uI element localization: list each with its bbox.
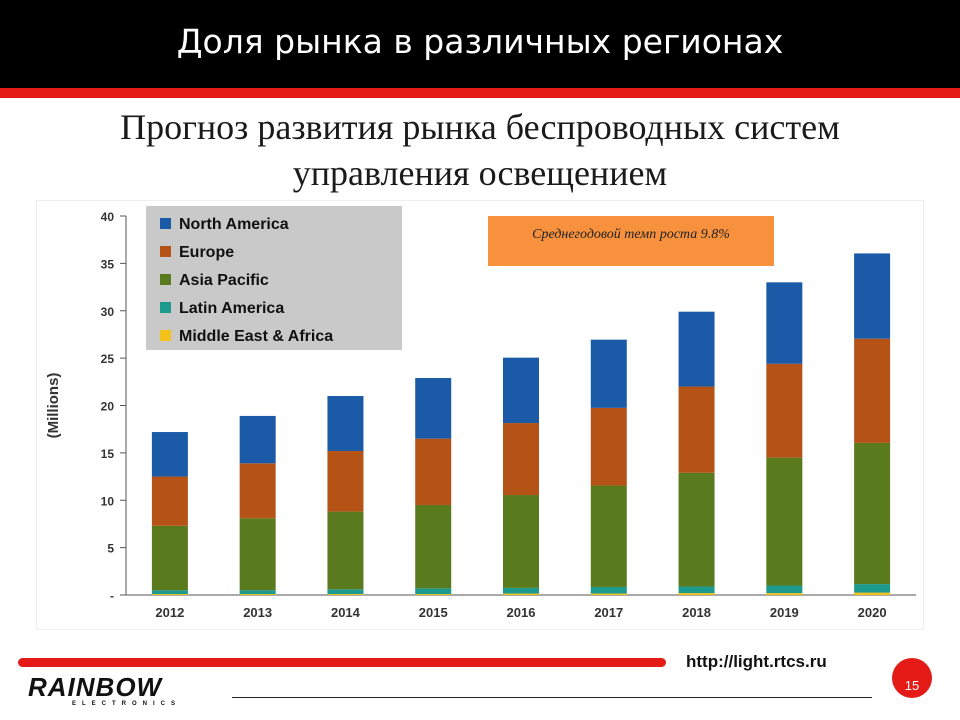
y-tick-label: 20 <box>101 400 115 414</box>
bar-segment <box>503 423 539 496</box>
footer-red-bar <box>18 658 666 667</box>
x-tick-label: 2018 <box>682 605 711 620</box>
bar-segment <box>766 457 803 586</box>
x-tick-label: 2020 <box>858 605 887 620</box>
rainbow-logo: RAINBOW ELECTRONICS <box>28 672 208 710</box>
bar-segment <box>239 463 276 519</box>
bar-segment <box>766 585 803 594</box>
legend-swatch <box>160 218 171 229</box>
bar-segment <box>415 594 452 595</box>
bar-segment <box>151 594 188 595</box>
legend-label: North America <box>179 216 289 233</box>
bar-segment <box>590 339 627 408</box>
legend-label: Latin America <box>179 300 284 317</box>
bar-segment <box>151 590 188 595</box>
bar-segment <box>503 593 539 595</box>
bar-segment <box>854 592 891 595</box>
bar-segment <box>415 588 452 595</box>
y-tick-label: - <box>110 589 114 603</box>
stacked-bar-chart: - 5 10 15 20 25 30 35 40 (Millions) 2012 2013 2014 20… <box>36 200 924 630</box>
bar-segment <box>239 594 276 595</box>
y-tick-label: 25 <box>101 352 115 366</box>
footer-divider <box>232 697 872 698</box>
legend-swatch <box>160 274 171 285</box>
bar-segment <box>590 586 627 594</box>
red-stripe <box>0 88 960 98</box>
bar-segment <box>415 378 452 439</box>
x-tick-label: 2014 <box>331 605 361 620</box>
bar-segment <box>590 407 627 486</box>
bar-segment <box>590 485 627 587</box>
legend-box <box>146 206 402 350</box>
x-tick-label: 2015 <box>419 605 448 620</box>
bar-segment <box>503 495 539 588</box>
bar-segment <box>766 593 803 595</box>
y-tick-label: 10 <box>101 494 115 508</box>
logo-text: RAINBOW <box>28 672 163 702</box>
y-axis-label: (Millions) <box>45 373 62 439</box>
footer-url[interactable]: http://light.rtcs.ru <box>686 652 827 671</box>
bar-segment <box>678 311 715 387</box>
x-tick-label: 2016 <box>507 605 536 620</box>
x-tick-label: 2017 <box>594 605 623 620</box>
bar-segment <box>854 584 891 593</box>
bar-segment <box>854 338 891 443</box>
bar-segment <box>678 593 715 595</box>
bar-segment <box>239 590 276 595</box>
bar-segment <box>239 518 276 591</box>
slide-title: Доля рынка в различных регионах <box>176 22 784 61</box>
bar-segment <box>327 396 364 451</box>
y-tick-label: 35 <box>101 257 115 271</box>
bar-segment <box>590 593 627 595</box>
y-tick-label: 30 <box>101 305 115 319</box>
y-tick-label: 15 <box>101 447 115 461</box>
bar-segment <box>151 476 188 526</box>
legend-label: Europe <box>179 244 234 261</box>
bar-segment <box>678 586 715 594</box>
bar-segment <box>854 442 891 585</box>
bar-segment <box>415 504 452 589</box>
legend-swatch <box>160 330 171 341</box>
x-tick-label: 2013 <box>243 605 272 620</box>
x-tick-label: 2012 <box>155 605 184 620</box>
bar-segment <box>678 472 715 587</box>
logo-subtext: ELECTRONICS <box>72 701 182 707</box>
bar-segment <box>327 511 364 590</box>
bar-segment <box>678 386 715 473</box>
legend-swatch <box>160 246 171 257</box>
bar-segment <box>503 587 539 594</box>
title-bar: Доля рынка в различных регионах <box>0 0 960 88</box>
bar-segment <box>151 432 188 477</box>
bar-segment <box>327 594 364 595</box>
bar-segment <box>151 525 188 591</box>
x-tick-label: 2019 <box>770 605 799 620</box>
growth-callout-text: Среднегодовой темп роста 9.8% <box>532 227 730 242</box>
bar-segment <box>766 363 803 458</box>
page-number-badge: 15 <box>892 658 932 698</box>
slide-subtitle: Прогноз развития рынка беспроводных сист… <box>120 107 840 193</box>
legend-label: Middle East & Africa <box>179 328 333 345</box>
y-tick-label: 40 <box>101 210 115 224</box>
bar-segment <box>327 589 364 595</box>
bar-segment <box>239 415 276 464</box>
legend-swatch <box>160 302 171 313</box>
bar-segment <box>327 450 364 512</box>
legend-label: Asia Pacific <box>179 272 269 289</box>
bar-segment <box>415 438 452 505</box>
bar-segment <box>854 253 891 339</box>
growth-callout <box>488 216 774 266</box>
bar-segment <box>503 357 539 424</box>
bar-segment <box>766 282 803 364</box>
y-tick-label: 5 <box>107 542 114 556</box>
